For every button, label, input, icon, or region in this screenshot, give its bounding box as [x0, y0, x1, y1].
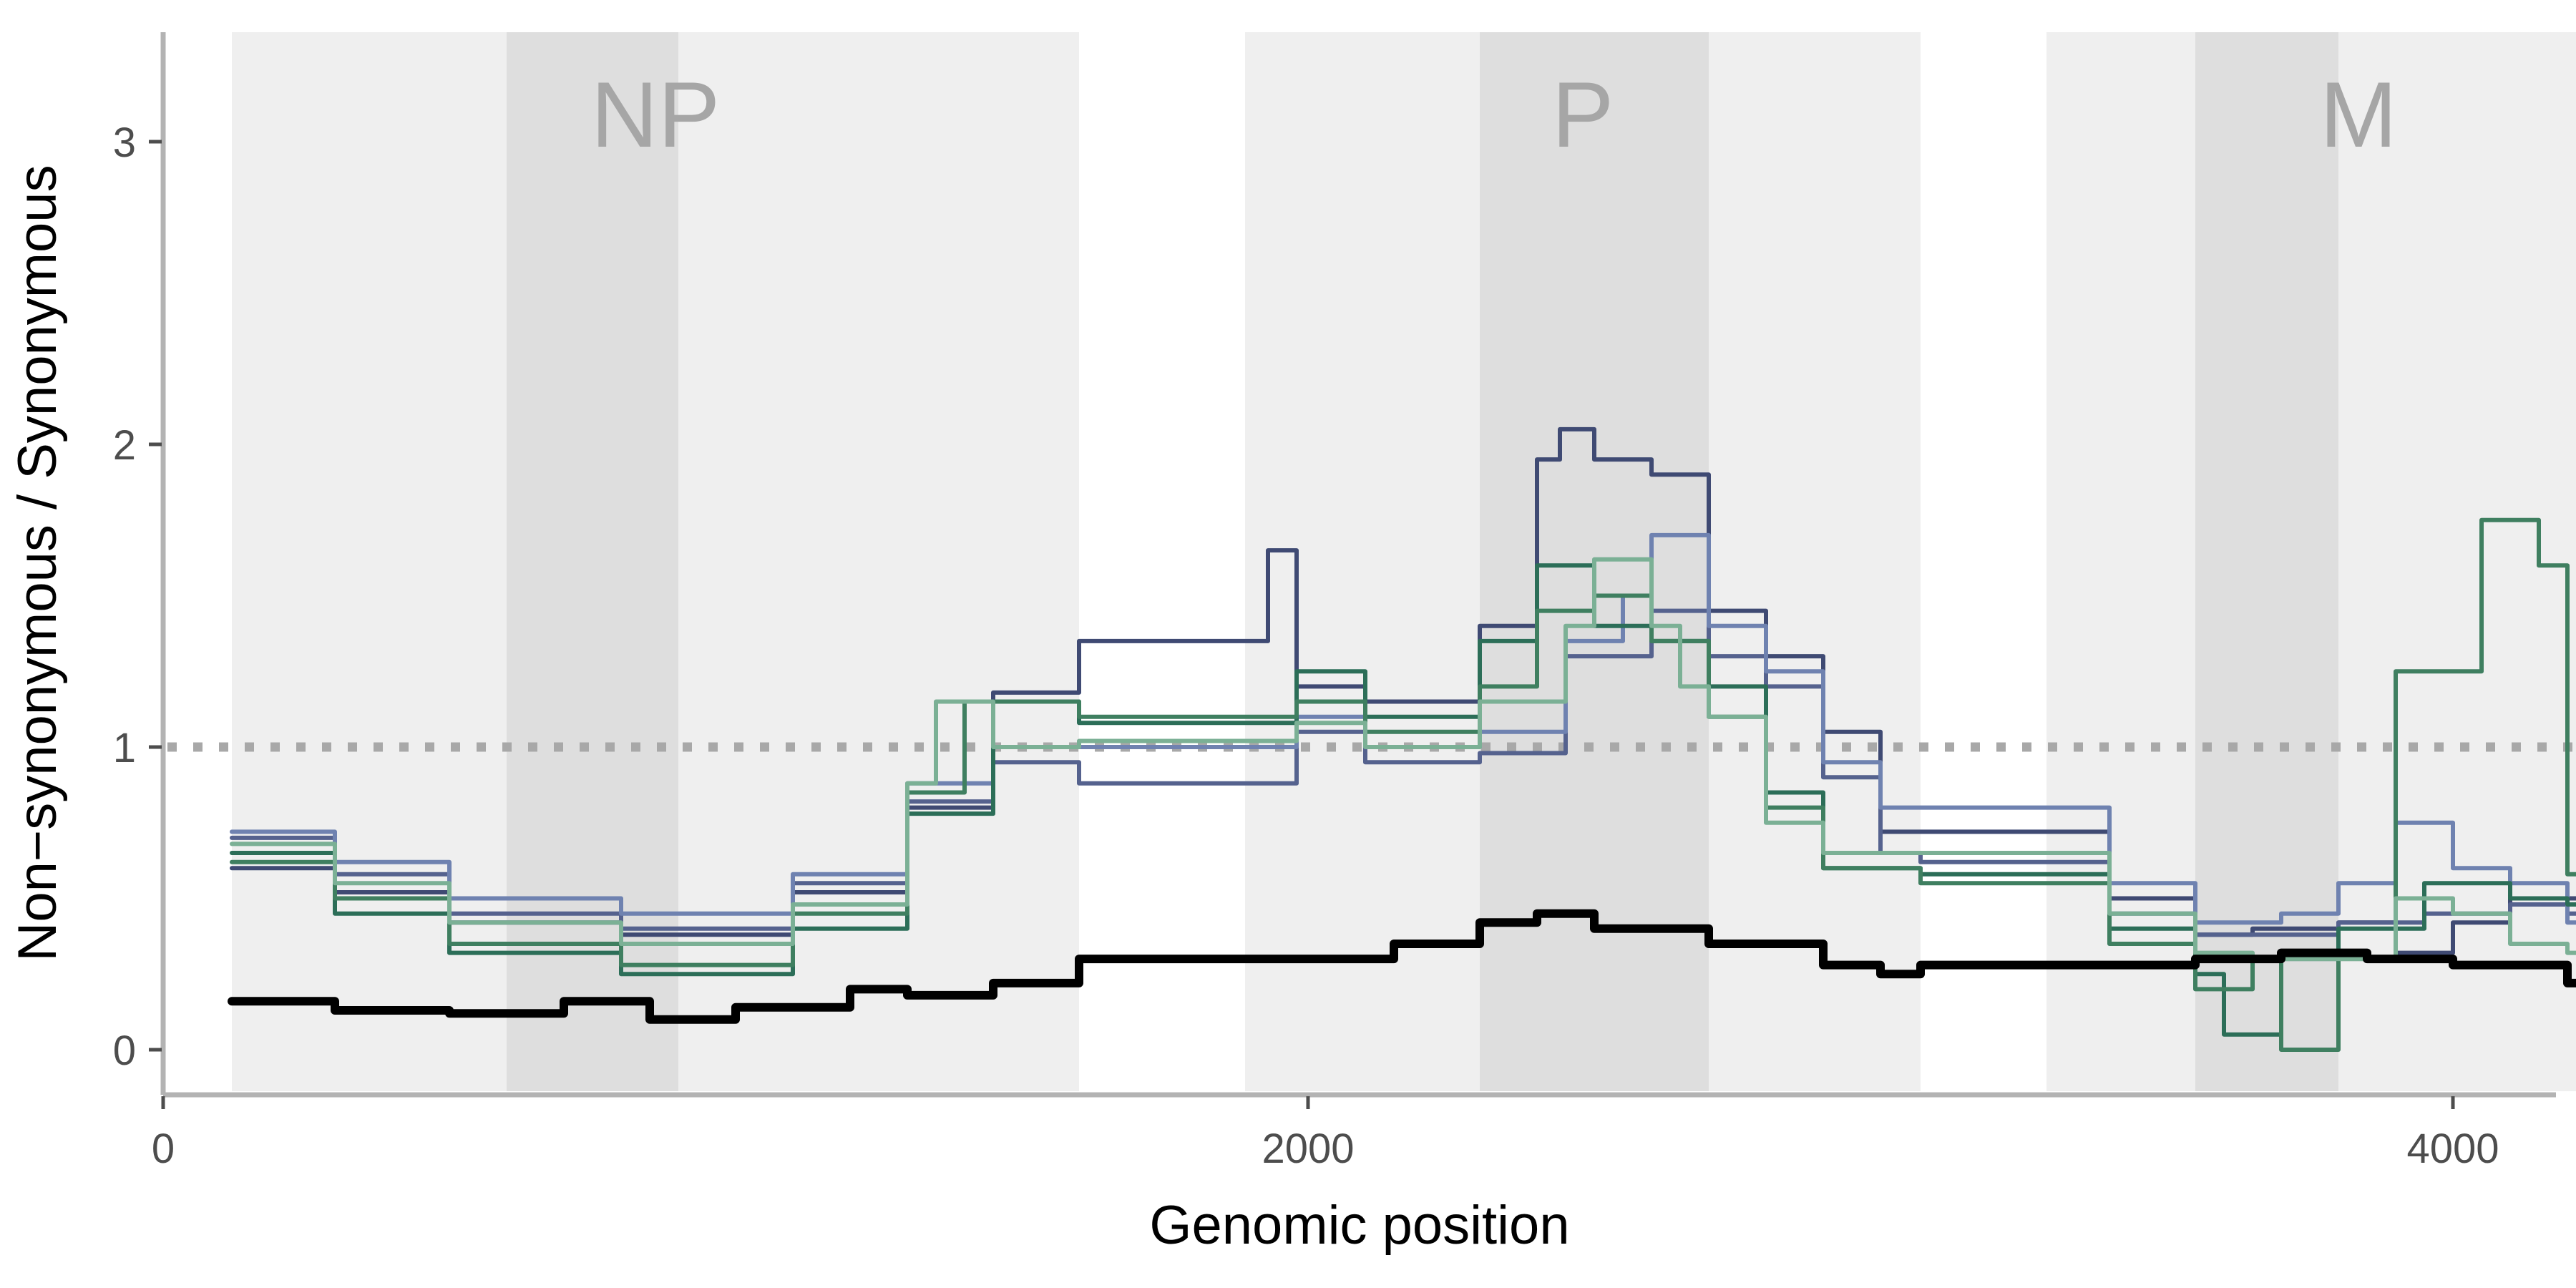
y-axis-title: Non−synonymous / Synonymous	[7, 165, 68, 961]
gene-region-layer	[232, 32, 2576, 1091]
gene-inner-band-m-0	[2195, 32, 2338, 1091]
line-series-d	[230, 563, 2576, 1037]
x-tick-label-4000: 4000	[2406, 1126, 2499, 1172]
line-series-black	[228, 909, 2576, 1024]
y-tick-label-3: 3	[113, 119, 136, 166]
gene-label-m: M	[2320, 62, 2397, 167]
axis-layer	[160, 32, 2556, 1098]
x-axis-title: Genomic position	[1149, 1195, 1569, 1256]
x-tick-label-2000: 2000	[1262, 1126, 1354, 1172]
gene-inner-band-np-0	[507, 32, 678, 1091]
gene-label-np: NP	[591, 62, 721, 167]
tick-layer: 020004000600080000123	[113, 119, 2499, 1172]
series-layer	[228, 426, 2576, 1052]
y-tick-label-2: 2	[113, 422, 136, 469]
gene-label-layer: NPPMFHN	[591, 62, 2397, 167]
x-tick-label-0: 0	[152, 1126, 175, 1172]
line-series-f	[230, 557, 2576, 962]
y-tick-label-0: 0	[113, 1028, 136, 1074]
gene-label-p: P	[1552, 62, 1614, 167]
y-tick-label-1: 1	[113, 725, 136, 771]
